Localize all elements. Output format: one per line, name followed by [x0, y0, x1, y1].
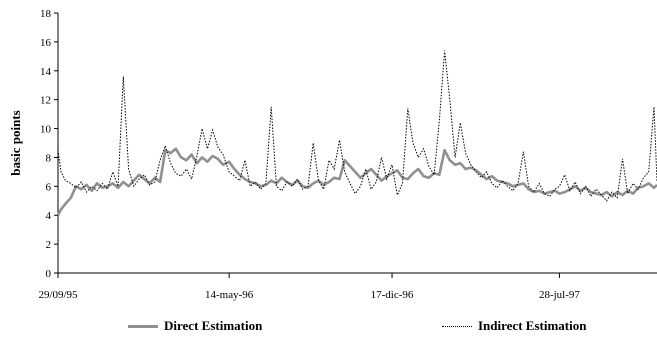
- legend-swatch-indirect: [442, 325, 472, 327]
- x-tick-label: 28-jul-97: [539, 289, 580, 301]
- y-axis-label: basic points: [8, 110, 23, 175]
- series-layer: [56, 50, 657, 216]
- legend-item-indirect: Indirect Estimation: [442, 318, 586, 334]
- legend-swatch-direct: [128, 324, 158, 328]
- legend-item-direct: Direct Estimation: [128, 318, 262, 334]
- series-line-indirect-estimation: [57, 50, 657, 202]
- y-tick-label: 10: [40, 124, 52, 136]
- y-tick-label: 6: [46, 181, 52, 193]
- y-tick-label: 14: [40, 66, 52, 78]
- x-tick-label: 17-dic-96: [371, 289, 414, 301]
- legend-label-direct: Direct Estimation: [164, 318, 263, 333]
- series-line-direct-estimation: [56, 147, 657, 216]
- x-axis-ticks: 29/09/95 14-may-96 17-dic-96 28-jul-97: [38, 273, 580, 301]
- y-tick-label: 8: [46, 152, 52, 164]
- legend-label-indirect: Indirect Estimation: [478, 318, 587, 333]
- x-tick-label: 14-may-96: [205, 289, 254, 301]
- y-tick-label: 16: [40, 37, 52, 49]
- y-tick-label: 0: [46, 268, 52, 280]
- y-tick-label: 4: [46, 210, 52, 222]
- x-tick-label: 29/09/95: [38, 289, 78, 301]
- y-tick-label: 2: [46, 239, 52, 251]
- y-tick-label: 12: [40, 95, 51, 107]
- y-axis-ticks: 0 2 4 6 8 10 12 14 16 18: [40, 8, 58, 280]
- y-tick-label: 18: [40, 8, 52, 20]
